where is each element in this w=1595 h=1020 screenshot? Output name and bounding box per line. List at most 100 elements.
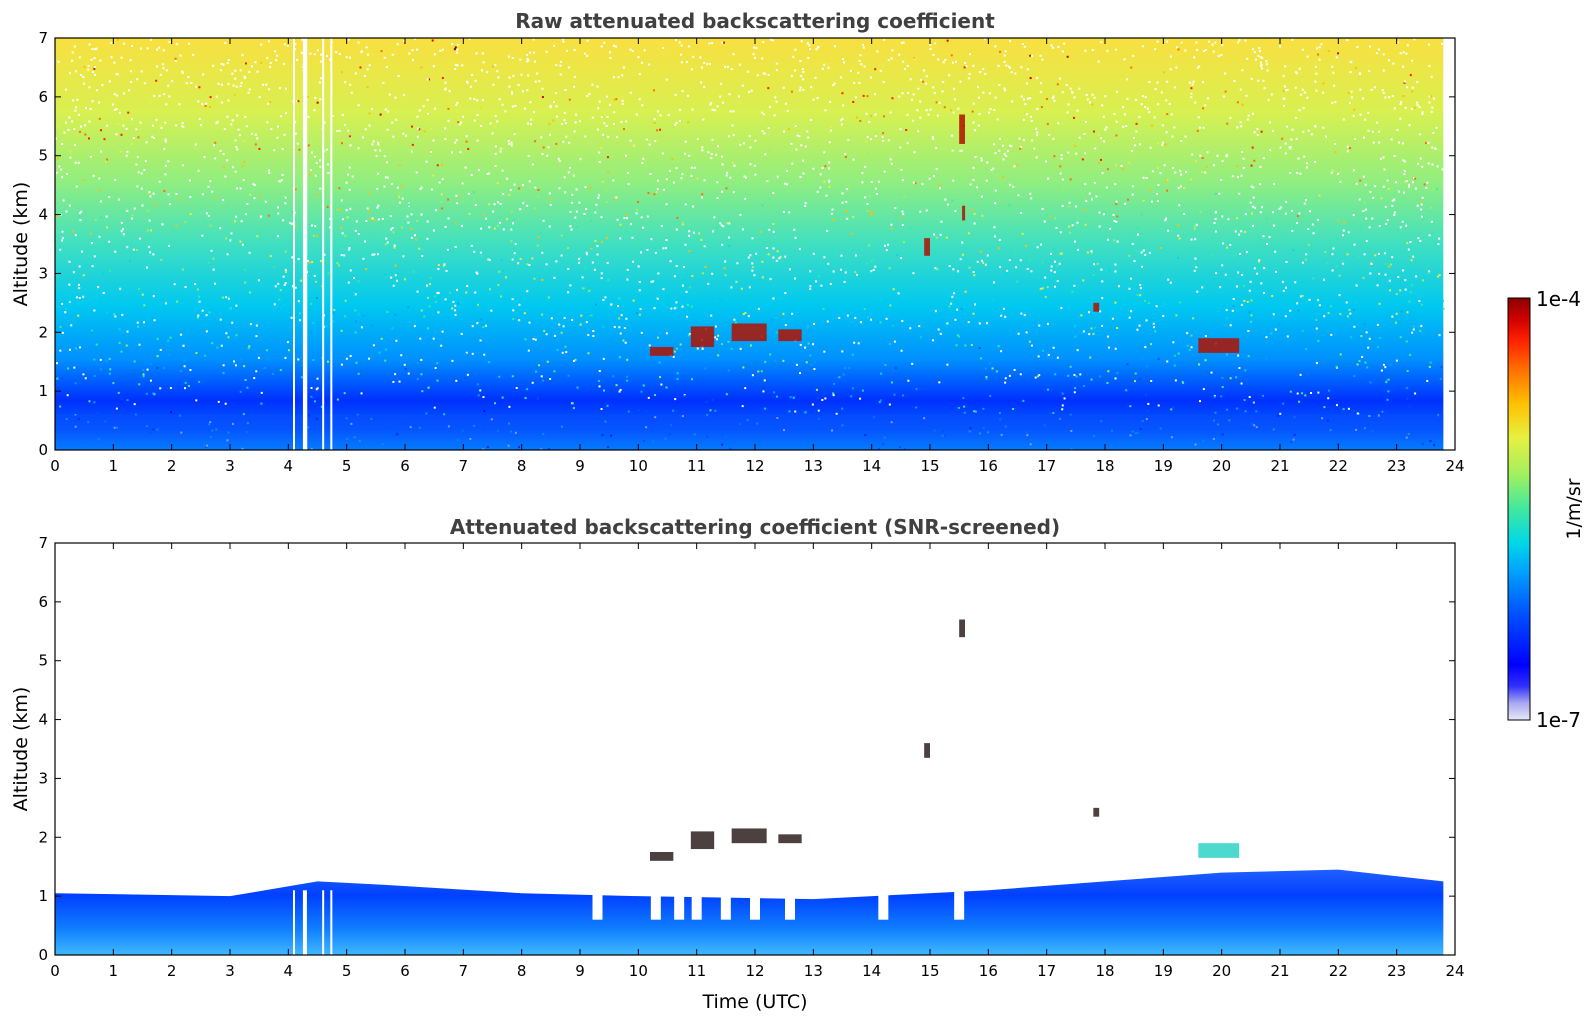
noise-speck xyxy=(982,67,985,70)
noise-speck xyxy=(298,148,301,151)
x-tick-label: 4 xyxy=(284,962,294,980)
noise-speck xyxy=(980,195,983,198)
noise-speck xyxy=(150,101,153,104)
noise-speck xyxy=(1315,318,1318,321)
noise-speck xyxy=(737,95,740,98)
noise-speck xyxy=(1240,382,1243,385)
noise-speck xyxy=(653,193,656,196)
noise-speck xyxy=(128,233,131,236)
noise-speck xyxy=(725,298,728,301)
noise-speck xyxy=(1311,223,1314,226)
noise-speck xyxy=(366,207,369,210)
noise-speck xyxy=(664,247,667,250)
noise-speck xyxy=(1054,373,1057,376)
noise-speck xyxy=(744,311,747,314)
noise-speck xyxy=(948,74,951,77)
noise-speck xyxy=(309,330,312,333)
noise-speck xyxy=(1099,137,1102,140)
noise-speck xyxy=(315,296,318,299)
noise-speck xyxy=(74,382,77,385)
noise-speck xyxy=(222,372,225,375)
raw-backscatter-panel: Raw attenuated backscattering coefficien… xyxy=(10,9,1465,475)
noise-speck xyxy=(1104,128,1107,131)
noise-speck xyxy=(1214,211,1217,214)
noise-speck xyxy=(1418,295,1421,298)
noise-speck xyxy=(1393,214,1396,217)
noise-speck xyxy=(1352,115,1355,118)
noise-speck xyxy=(1236,164,1239,167)
noise-speck xyxy=(826,320,829,323)
noise-speck xyxy=(1059,77,1062,80)
noise-speck xyxy=(848,185,851,188)
noise-speck xyxy=(546,299,549,302)
noise-speck xyxy=(1010,70,1013,73)
noise-speck xyxy=(809,48,812,51)
noise-speck xyxy=(114,315,117,318)
noise-speck xyxy=(835,250,838,253)
noise-speck xyxy=(348,166,351,169)
noise-speck xyxy=(1253,131,1256,134)
noise-speck xyxy=(440,344,443,347)
noise-speck xyxy=(325,148,328,151)
noise-speck xyxy=(986,161,989,164)
noise-speck xyxy=(1410,255,1413,258)
noise-speck xyxy=(766,180,769,183)
noise-speck xyxy=(817,46,820,49)
noise-speck xyxy=(693,166,696,169)
noise-speck xyxy=(987,111,990,114)
noise-speck xyxy=(243,75,246,78)
noise-speck xyxy=(691,274,694,277)
noise-speck xyxy=(1413,106,1416,109)
noise-speck xyxy=(764,407,767,410)
noise-speck xyxy=(377,253,380,256)
noise-speck xyxy=(398,201,401,204)
noise-speck xyxy=(994,45,997,48)
noise-speck xyxy=(575,226,578,229)
noise-speck xyxy=(493,227,496,230)
noise-speck xyxy=(332,320,335,323)
noise-speck xyxy=(1229,243,1232,246)
noise-speck xyxy=(1402,51,1405,54)
noise-speck xyxy=(996,341,999,344)
noise-speck xyxy=(1281,280,1284,283)
noise-speck xyxy=(649,173,652,176)
y-tick-label: 5 xyxy=(38,147,48,165)
noise-speck xyxy=(354,331,357,334)
noise-speck xyxy=(370,107,373,110)
noise-speck xyxy=(1326,262,1329,265)
noise-speck xyxy=(146,229,149,232)
noise-speck xyxy=(1414,392,1417,395)
noise-speck xyxy=(1323,315,1326,318)
noise-speck xyxy=(766,247,769,250)
noise-speck xyxy=(278,298,281,301)
noise-speck xyxy=(1307,228,1310,231)
noise-speck xyxy=(95,297,98,300)
noise-speck xyxy=(1365,240,1368,243)
noise-speck xyxy=(1331,65,1334,68)
noise-speck xyxy=(981,259,984,262)
noise-speck xyxy=(208,311,211,314)
noise-speck xyxy=(264,200,267,203)
screened-gap xyxy=(720,866,731,920)
noise-speck xyxy=(1356,412,1359,415)
noise-speck xyxy=(751,237,754,240)
noise-speck xyxy=(1391,256,1394,259)
noise-speck xyxy=(65,308,68,311)
noise-speck xyxy=(56,215,59,218)
noise-speck xyxy=(977,96,980,99)
noise-speck xyxy=(231,72,234,75)
noise-speck xyxy=(532,111,535,114)
noise-speck xyxy=(439,49,442,52)
noise-speck xyxy=(194,143,197,146)
noise-speck xyxy=(144,160,147,163)
noise-speck xyxy=(158,46,161,49)
x-tick-label: 15 xyxy=(920,962,939,980)
noise-speck xyxy=(235,334,238,337)
noise-speck xyxy=(807,57,810,60)
noise-speck xyxy=(71,51,74,54)
noise-speck xyxy=(355,361,358,364)
noise-speck xyxy=(221,296,224,299)
noise-speck xyxy=(1403,173,1406,176)
noise-speck xyxy=(1438,237,1441,240)
noise-speck xyxy=(368,124,371,127)
